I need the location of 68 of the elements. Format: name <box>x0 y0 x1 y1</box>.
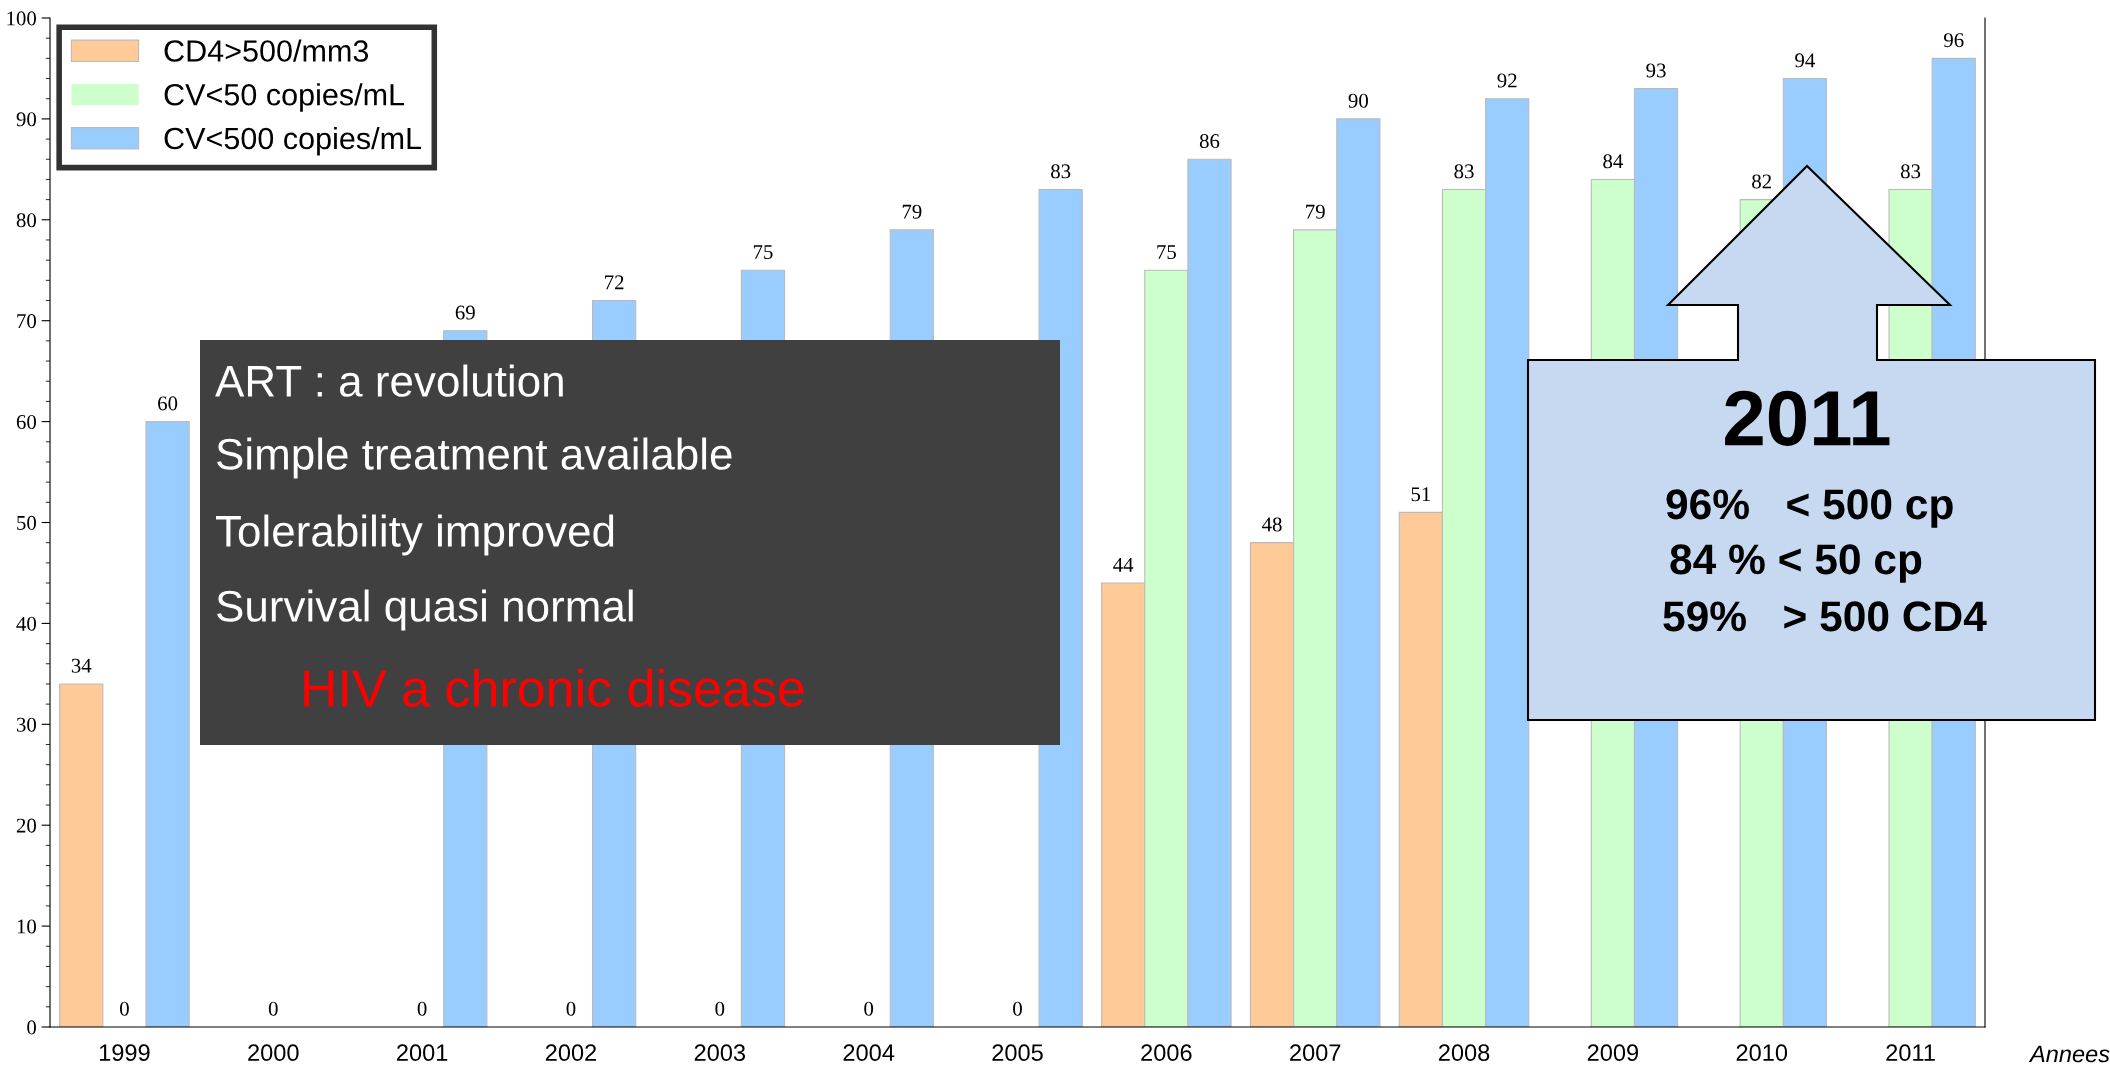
legend-label: CV<50 copies/mL <box>164 83 405 112</box>
data-label: 0 <box>715 1001 725 1016</box>
data-label: 34 <box>71 658 92 673</box>
data-label: 92 <box>1497 73 1517 88</box>
y-tick-label: 70 <box>17 314 37 329</box>
annotation: Simple treatment available <box>217 437 732 479</box>
data-label: 79 <box>1306 204 1325 219</box>
annotation: 84 % < 50 cp <box>1670 544 1922 583</box>
y-tick-label: 50 <box>17 515 37 530</box>
annotation: 2011 <box>1725 390 1890 446</box>
data-label: 72 <box>605 275 624 290</box>
legend-label: CV<500 copies/mL <box>164 126 422 156</box>
x-tick-label: 2008 <box>1438 1044 1490 1062</box>
data-label: 48 <box>1262 517 1282 532</box>
y-tick-label: 80 <box>16 213 37 228</box>
data-label: 75 <box>753 245 773 260</box>
x-tick-label: 2007 <box>1290 1044 1341 1062</box>
data-label: 86 <box>1199 134 1220 149</box>
annotation: HIV a chronic disease <box>304 668 804 707</box>
data-label: 83 <box>1900 164 1921 179</box>
data-label: 0 <box>566 1001 576 1016</box>
x-tick-label: 2010 <box>1736 1044 1788 1062</box>
data-label: 83 <box>1051 164 1071 179</box>
data-label: 69 <box>455 305 475 320</box>
x-tick-label: 2005 <box>992 1044 1043 1062</box>
data-label: 0 <box>120 1001 129 1016</box>
data-label: 44 <box>1113 557 1134 572</box>
y-tick-label: 20 <box>16 818 37 833</box>
data-label: 82 <box>1752 174 1771 189</box>
annotation: Survival quasi normal <box>217 589 633 631</box>
data-label: 83 <box>1454 164 1474 179</box>
x-tick-label: 2000 <box>248 1044 299 1062</box>
data-label: 84 <box>1603 154 1623 169</box>
x-tick-label: 2009 <box>1587 1044 1639 1062</box>
y-tick-label: 60 <box>16 414 37 430</box>
x-tick-label: 2011 <box>1886 1044 1935 1062</box>
x-tick-label: 1999 <box>99 1044 150 1062</box>
y-tick-label: 30 <box>16 717 37 732</box>
data-label: 90 <box>1348 93 1368 108</box>
bar <box>145 421 190 1027</box>
y-tick-label: 100 <box>7 11 37 26</box>
legend-label: CD4>500/mm3 <box>164 39 369 62</box>
data-label: 0 <box>268 1001 278 1016</box>
y-tick-label: 0 <box>27 1020 37 1035</box>
annotation: 59% > 500 CD4 <box>1663 601 1987 632</box>
y-tick-label: 10 <box>17 919 37 934</box>
data-label: 51 <box>1411 487 1431 502</box>
x-tick-label: 2006 <box>1141 1044 1192 1062</box>
bar <box>59 683 104 1027</box>
data-label: 60 <box>158 396 178 411</box>
data-label: 0 <box>417 1001 427 1016</box>
x-tick-label: 2001 <box>397 1044 448 1062</box>
data-label: 93 <box>1646 63 1666 78</box>
data-label: 0 <box>1013 1001 1022 1016</box>
x-tick-label: 2003 <box>694 1044 746 1062</box>
x-tick-label: 2002 <box>545 1044 597 1062</box>
x-axis-title: Annees <box>2028 1045 2110 1063</box>
annotation: 96% < 500 cp <box>1666 489 1953 528</box>
data-label: 79 <box>902 204 922 219</box>
annotation: Tolerability improved <box>215 514 614 556</box>
data-label: 96 <box>1944 33 1964 48</box>
y-tick-label: 90 <box>16 112 37 127</box>
data-label: 94 <box>1795 53 1815 68</box>
annotation: ART : a revolution <box>215 364 563 397</box>
x-tick-label: 2004 <box>843 1044 895 1062</box>
y-tick-label: 40 <box>16 616 37 631</box>
data-label: 75 <box>1157 245 1176 260</box>
data-label: 0 <box>864 1001 874 1016</box>
